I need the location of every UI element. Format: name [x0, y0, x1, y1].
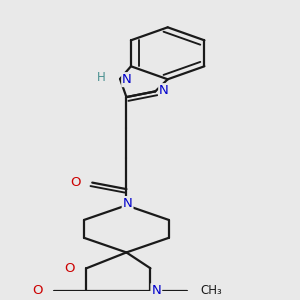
Text: N: N	[123, 197, 133, 210]
Text: N: N	[122, 73, 132, 86]
Text: O: O	[64, 262, 75, 275]
Text: H: H	[97, 70, 106, 84]
Text: CH₃: CH₃	[201, 284, 223, 297]
Text: N: N	[152, 284, 161, 297]
Text: O: O	[32, 284, 43, 297]
Text: O: O	[70, 176, 81, 189]
Text: N: N	[159, 84, 169, 97]
